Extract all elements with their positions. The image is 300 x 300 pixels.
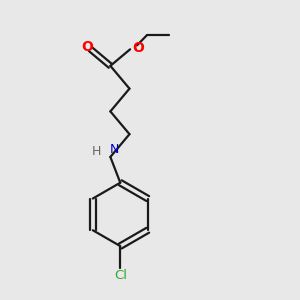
Text: O: O (132, 41, 144, 55)
Text: H: H (92, 146, 101, 158)
Text: Cl: Cl (114, 269, 127, 282)
Text: N: N (110, 143, 119, 156)
Text: O: O (82, 40, 94, 54)
